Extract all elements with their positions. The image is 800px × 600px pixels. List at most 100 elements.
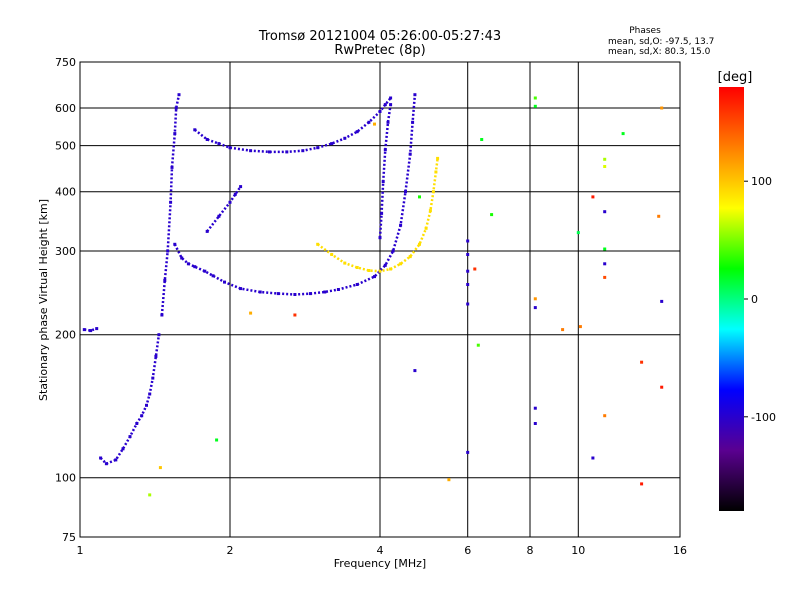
trace-point (121, 447, 125, 451)
colorbar-tick-label: -100 (751, 411, 776, 424)
trace-point (343, 261, 347, 265)
y-tick-label: 100 (55, 472, 76, 485)
x-tick-label: 2 (227, 544, 234, 557)
colorbar-gradient (719, 87, 744, 511)
trace-point (285, 150, 289, 154)
scatter-point (490, 213, 494, 217)
trace-point (408, 152, 412, 156)
scatter-point (660, 385, 664, 389)
scatter-point (657, 214, 661, 218)
x-axis-label: Frequency [MHz] (334, 557, 426, 570)
trace-point (380, 211, 384, 215)
colorbar: [deg] 100 0 -100 (718, 70, 776, 511)
trace-point (316, 146, 320, 150)
trace-point (276, 292, 280, 296)
y-tick-label: 200 (55, 329, 76, 342)
trace-point (418, 242, 421, 246)
trace-point (293, 293, 297, 296)
trace-point (308, 292, 312, 296)
scatter-point (640, 360, 644, 364)
trace-point (154, 354, 158, 358)
trace-segment (194, 97, 392, 154)
trace-point (367, 120, 371, 124)
trace-point (174, 106, 178, 110)
x-tick-label: 10 (571, 544, 585, 557)
trace-point (95, 327, 99, 331)
trace-point (428, 209, 432, 213)
trace-point (203, 269, 207, 273)
scatter-point (603, 414, 607, 418)
scatter-point (660, 106, 664, 110)
scatter-point (447, 478, 451, 482)
trace-point (169, 200, 173, 204)
scatter-point (578, 325, 582, 329)
trace-point (211, 274, 215, 278)
scatter-point (473, 267, 477, 271)
trace-point (104, 462, 108, 466)
scatter-point (533, 96, 537, 100)
trace-point (389, 96, 393, 100)
trace-point (355, 130, 359, 134)
scatter-point (466, 302, 470, 306)
trace-point (145, 403, 148, 407)
trace-point (135, 422, 139, 425)
trace-point (391, 249, 395, 253)
trace-point (239, 185, 243, 189)
x-tick-label: 1 (77, 544, 84, 557)
scatter-point (148, 493, 152, 497)
trace-point (223, 280, 226, 284)
scatter-point (466, 283, 470, 286)
trace-point (170, 165, 174, 169)
colorbar-tick-label: 100 (751, 175, 772, 188)
trace-point (431, 190, 435, 194)
trace-point (383, 263, 387, 267)
trace-point (330, 253, 334, 256)
trace-point (151, 376, 155, 380)
x-tick-label: 6 (464, 544, 471, 557)
trace-point (434, 170, 438, 174)
colorbar-tick-label: 0 (751, 293, 758, 306)
y-tick-label: 75 (62, 531, 76, 544)
scatter-point (603, 165, 607, 168)
trace-point (399, 223, 403, 227)
trace-point (378, 269, 382, 273)
trace-point (180, 256, 184, 260)
scatter-point (533, 422, 537, 425)
trace-point (408, 255, 412, 259)
trace-point (381, 180, 385, 184)
trace-point (177, 93, 181, 97)
scatter-point (591, 195, 595, 199)
scatter-point (466, 269, 470, 273)
y-tick-label: 600 (55, 102, 76, 115)
scatter-point (576, 231, 580, 235)
trace-point (160, 313, 164, 317)
trace-segment (378, 104, 392, 238)
scatter-point (480, 138, 484, 141)
trace-point (99, 456, 103, 460)
trace-point (316, 242, 320, 246)
trace-point (89, 329, 93, 333)
trace-point (399, 262, 403, 266)
scatter-point (533, 104, 537, 108)
plot-area (79, 61, 681, 538)
scatter-point (466, 450, 470, 454)
trace-point (413, 93, 417, 97)
trace-point (163, 279, 167, 282)
trace-point (82, 328, 86, 332)
x-tick-label: 16 (673, 544, 687, 557)
trace-point (343, 136, 347, 140)
trace-point (355, 266, 359, 269)
scatter-point (293, 313, 297, 317)
chart-subtitle: RwPretec (8p) (334, 43, 425, 58)
scatter-point (413, 369, 417, 373)
trace-point (173, 242, 177, 246)
trace-point (114, 458, 118, 462)
trace-point (411, 120, 415, 124)
stats-header: Phases (629, 26, 661, 36)
trace-point (128, 435, 132, 439)
trace-point (193, 265, 197, 269)
y-axis-label: Stationary phase Virtual Height [km] (37, 199, 50, 401)
scatter-point (561, 328, 565, 332)
y-tick-label: 400 (55, 186, 76, 199)
scatter-point (603, 247, 607, 251)
